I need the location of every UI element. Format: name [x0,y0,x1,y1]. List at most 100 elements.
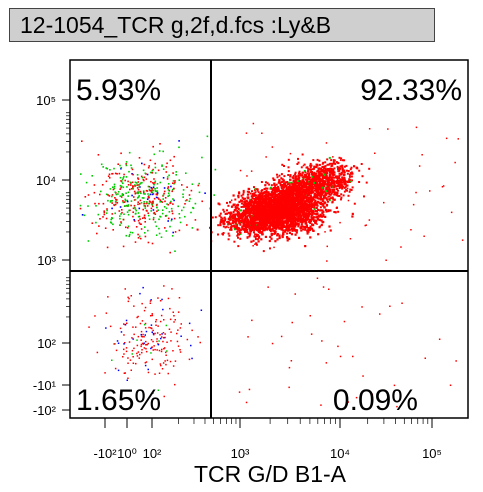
event-dot [371,397,373,400]
event-dot [321,198,324,201]
event-dot [343,320,346,323]
event-dot [222,232,225,234]
event-dot [125,234,128,237]
event-dot [319,215,323,218]
event-dot [264,235,267,238]
event-dot [138,357,140,359]
event-dot [109,169,111,171]
event-dot [150,210,152,212]
event-dot [309,181,312,184]
event-dot [242,228,245,231]
event-dot [254,227,257,230]
event-dot [240,202,244,205]
event-dot [306,172,309,175]
event-dot [167,217,170,220]
event-dot [160,236,163,238]
event-dot [308,208,311,211]
event-dot [121,178,124,181]
event-dot [281,190,284,193]
event-dot [322,182,325,185]
event-dot [98,202,100,205]
event-dot [128,235,130,238]
event-dot [200,309,203,311]
event-dot [253,231,255,234]
event-dot [143,176,146,179]
event-dot [341,181,344,184]
event-dot [117,342,120,344]
event-dot [286,229,289,232]
event-dot [312,197,314,200]
event-dot [350,172,353,175]
event-dot [327,168,329,170]
event-dot [180,323,182,325]
event-dot [144,364,147,367]
event-dot [303,225,306,228]
event-dot [156,190,159,192]
event-dot [111,173,113,175]
event-dot [140,343,143,346]
event-dot [262,220,265,223]
event-dot [259,200,262,203]
event-dot [222,208,225,211]
event-dot [154,213,157,215]
event-dot [267,286,269,288]
event-dot [273,229,276,232]
event-dot [252,221,255,224]
event-dot [252,204,255,207]
event-dot [279,190,282,193]
event-dot [312,198,315,201]
event-dot [161,368,164,370]
event-dot [257,203,261,206]
event-dot [349,180,352,183]
event-dot [229,218,232,221]
event-dot [169,202,171,204]
event-dot [139,353,141,356]
event-dot [149,300,152,302]
event-dot [120,186,122,189]
event-dot [305,196,308,200]
event-dot [327,169,330,172]
event-dot [145,361,148,363]
event-dot [269,230,272,233]
event-dot [262,229,265,232]
event-dot [322,214,325,217]
event-dot [117,191,120,193]
event-dot [264,207,267,209]
event-dot [278,174,281,177]
event-dot [310,188,313,190]
event-dot [170,207,173,210]
event-dot [299,172,302,175]
event-dot [140,202,143,204]
event-dot [242,201,245,203]
event-dot [154,188,156,190]
event-dot [332,198,335,201]
event-dot [166,350,168,352]
event-dot [242,189,245,192]
event-dot [224,226,227,229]
event-dot [152,329,154,332]
event-dot [324,215,327,218]
event-dot [274,191,277,194]
event-dot [264,220,267,223]
event-dot [289,152,292,155]
event-dot [152,392,154,394]
event-dot [303,181,305,183]
event-dot [163,395,165,398]
event-dot [247,219,249,222]
event-dot [138,184,140,186]
event-dot [300,226,303,229]
event-dot [282,190,286,193]
event-dot [270,210,273,213]
event-dot [291,207,294,210]
event-dot [336,206,338,209]
event-dot [278,206,281,209]
event-dot [287,203,290,207]
event-dot [254,191,257,194]
event-dot [244,225,247,228]
event-dot [277,205,280,208]
event-dot [224,213,227,215]
event-dot [307,214,310,217]
event-dot [276,216,279,219]
event-dot [343,177,346,180]
